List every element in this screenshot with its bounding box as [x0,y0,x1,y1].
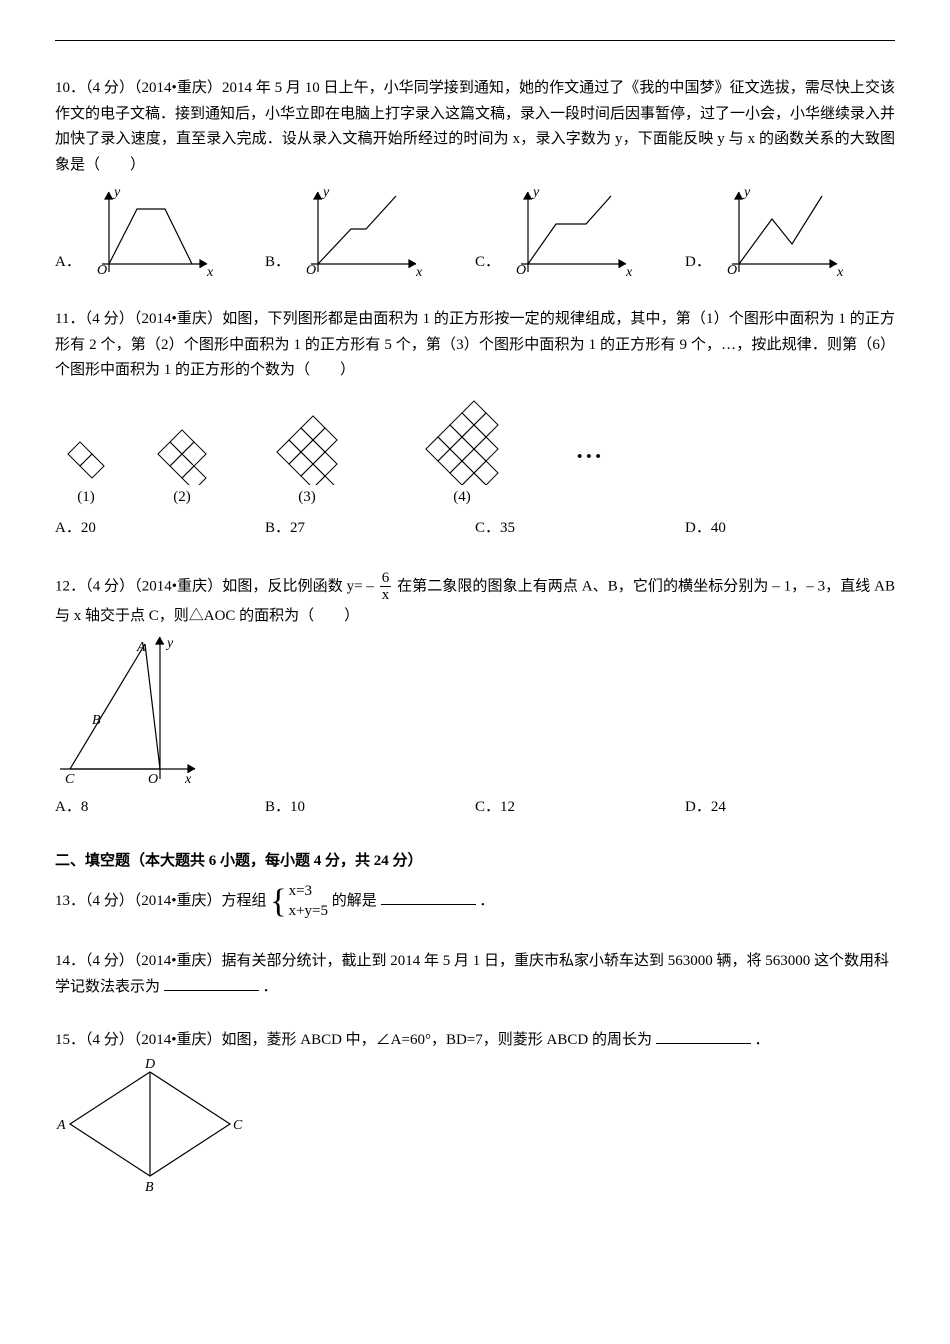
q12-den: x [380,587,392,604]
q15-figure-icon: D A C B [55,1054,255,1194]
q12-lblO: O [148,772,158,787]
q10-b-x: x [415,265,423,279]
q10-choices: A． O x y B． O x [55,184,895,279]
q11-dots: ••• [557,445,605,511]
q10-graph-a-icon: O x y [87,184,217,279]
q11-figures: (1) (2) (3) [55,390,895,511]
q11-c: C．35 [475,516,685,542]
q11-d: D．40 [685,516,895,542]
q11-b: B．27 [265,516,475,542]
q12-lblC: C [65,772,75,787]
q11-fig4-label: (4) [387,485,537,511]
q11-fig2-label: (2) [137,485,227,511]
q13-period: ． [479,893,494,909]
q10-a-origin: O [97,263,107,278]
q12-a: A．8 [55,795,265,821]
q15-period: ． [754,1032,769,1048]
q13-system-icon: { x=3 x+y=5 [270,882,328,921]
q10-a-x: x [206,265,214,279]
q15-line: 15．（4 分）（2014•重庆）如图，菱形 ABCD 中，∠A=60°，BD=… [55,1028,895,1054]
q12-b: B．10 [265,795,475,821]
question-14: 14．（4 分）（2014•重庆）据有关部分统计，截止到 2014 年 5 月 … [55,949,895,1000]
q11-fig1: (1) [55,435,117,511]
q10-d-y: y [742,185,751,200]
q12-c: C．12 [475,795,685,821]
q12-lbly: y [165,636,174,651]
question-12: 12．（4 分）（2014•重庆）如图，反比例函数 y= – 6 x 在第二象限… [55,570,895,821]
q15-lblC: C [233,1118,243,1133]
q12-text: 12．（4 分）（2014•重庆）如图，反比例函数 y= – 6 x 在第二象限… [55,570,895,630]
q11-fig3-icon [247,407,367,485]
q11-fig2: (2) [137,423,227,511]
q11-text: 11．（4 分）（2014•重庆）如图，下列图形都是由面积为 1 的正方形按一定… [55,307,895,384]
question-15: 15．（4 分）（2014•重庆）如图，菱形 ABCD 中，∠A=60°，BD=… [55,1028,895,1194]
q12-lblA: A [136,640,146,655]
q10-d-label: D． [685,250,711,280]
q10-c-y: y [531,185,540,200]
q12-choices: A．8 B．10 C．12 D．24 [55,795,895,821]
q11-fig2-icon [137,423,227,485]
q11-a: A．20 [55,516,265,542]
q10-graph-b-icon: O x y [296,184,426,279]
q11-choices: A．20 B．27 C．35 D．40 [55,516,895,542]
q13-line1: x=3 [289,882,328,902]
q10-graph-d-icon: O x y [717,184,847,279]
q12-lblx: x [184,772,192,787]
q12-figure-icon: A B C O x y [55,629,205,789]
q12-lblB: B [92,713,101,728]
q10-b-label: B． [265,250,290,280]
q15-blank [656,1028,751,1044]
q15-lblB: B [145,1180,154,1194]
q12-fraction-icon: 6 x [380,570,392,604]
q12-num: 6 [380,570,392,588]
q10-d-x: x [836,265,844,279]
q14-blank [164,975,259,991]
q13-pre: 13．（4 分）（2014•重庆）方程组 [55,893,267,909]
q10-b-origin: O [306,263,316,278]
q11-fig3-label: (3) [247,485,367,511]
q10-d-origin: O [727,263,737,278]
section-2-title: 二、填空题（本大题共 6 小题，每小题 4 分，共 24 分） [55,849,895,875]
q11-fig3: (3) [247,407,367,511]
q10-a-label: A． [55,250,81,280]
q10-b-y: y [321,185,330,200]
q13-blank [381,889,476,905]
q13-line2: x+y=5 [289,902,328,922]
q10-c-origin: O [516,263,526,278]
q15-lblD: D [144,1057,155,1072]
q11-fig1-label: (1) [55,485,117,511]
q12-pre: 12．（4 分）（2014•重庆）如图，反比例函数 y= – [55,578,374,594]
q11-fig4-icon [387,390,537,485]
q15-lblA: A [56,1118,66,1133]
q11-fig1-icon [55,435,117,485]
question-11: 11．（4 分）（2014•重庆）如图，下列图形都是由面积为 1 的正方形按一定… [55,307,895,542]
q10-choice-c: C． O x y [475,184,685,279]
question-10: 10．（4 分）（2014•重庆）2014 年 5 月 10 日上午，小华同学接… [55,76,895,279]
q10-text: 10．（4 分）（2014•重庆）2014 年 5 月 10 日上午，小华同学接… [55,76,895,178]
q10-c-label: C． [475,250,500,280]
q12-d: D．24 [685,795,895,821]
question-13: 13．（4 分）（2014•重庆）方程组 { x=3 x+y=5 的解是 ． [55,882,895,921]
q13-post: 的解是 [332,893,377,909]
top-rule [55,40,895,41]
q10-choice-b: B． O x y [265,184,475,279]
q10-c-x: x [625,265,633,279]
q13-brace: { [270,885,286,919]
q10-choice-a: A． O x y [55,184,265,279]
q10-a-y: y [112,185,121,200]
q15-text: 15．（4 分）（2014•重庆）如图，菱形 ABCD 中，∠A=60°，BD=… [55,1032,652,1048]
q10-graph-c-icon: O x y [506,184,636,279]
q10-choice-d: D． O x y [685,184,895,279]
q11-fig4: (4) [387,390,537,511]
q14-period: ． [263,979,278,995]
